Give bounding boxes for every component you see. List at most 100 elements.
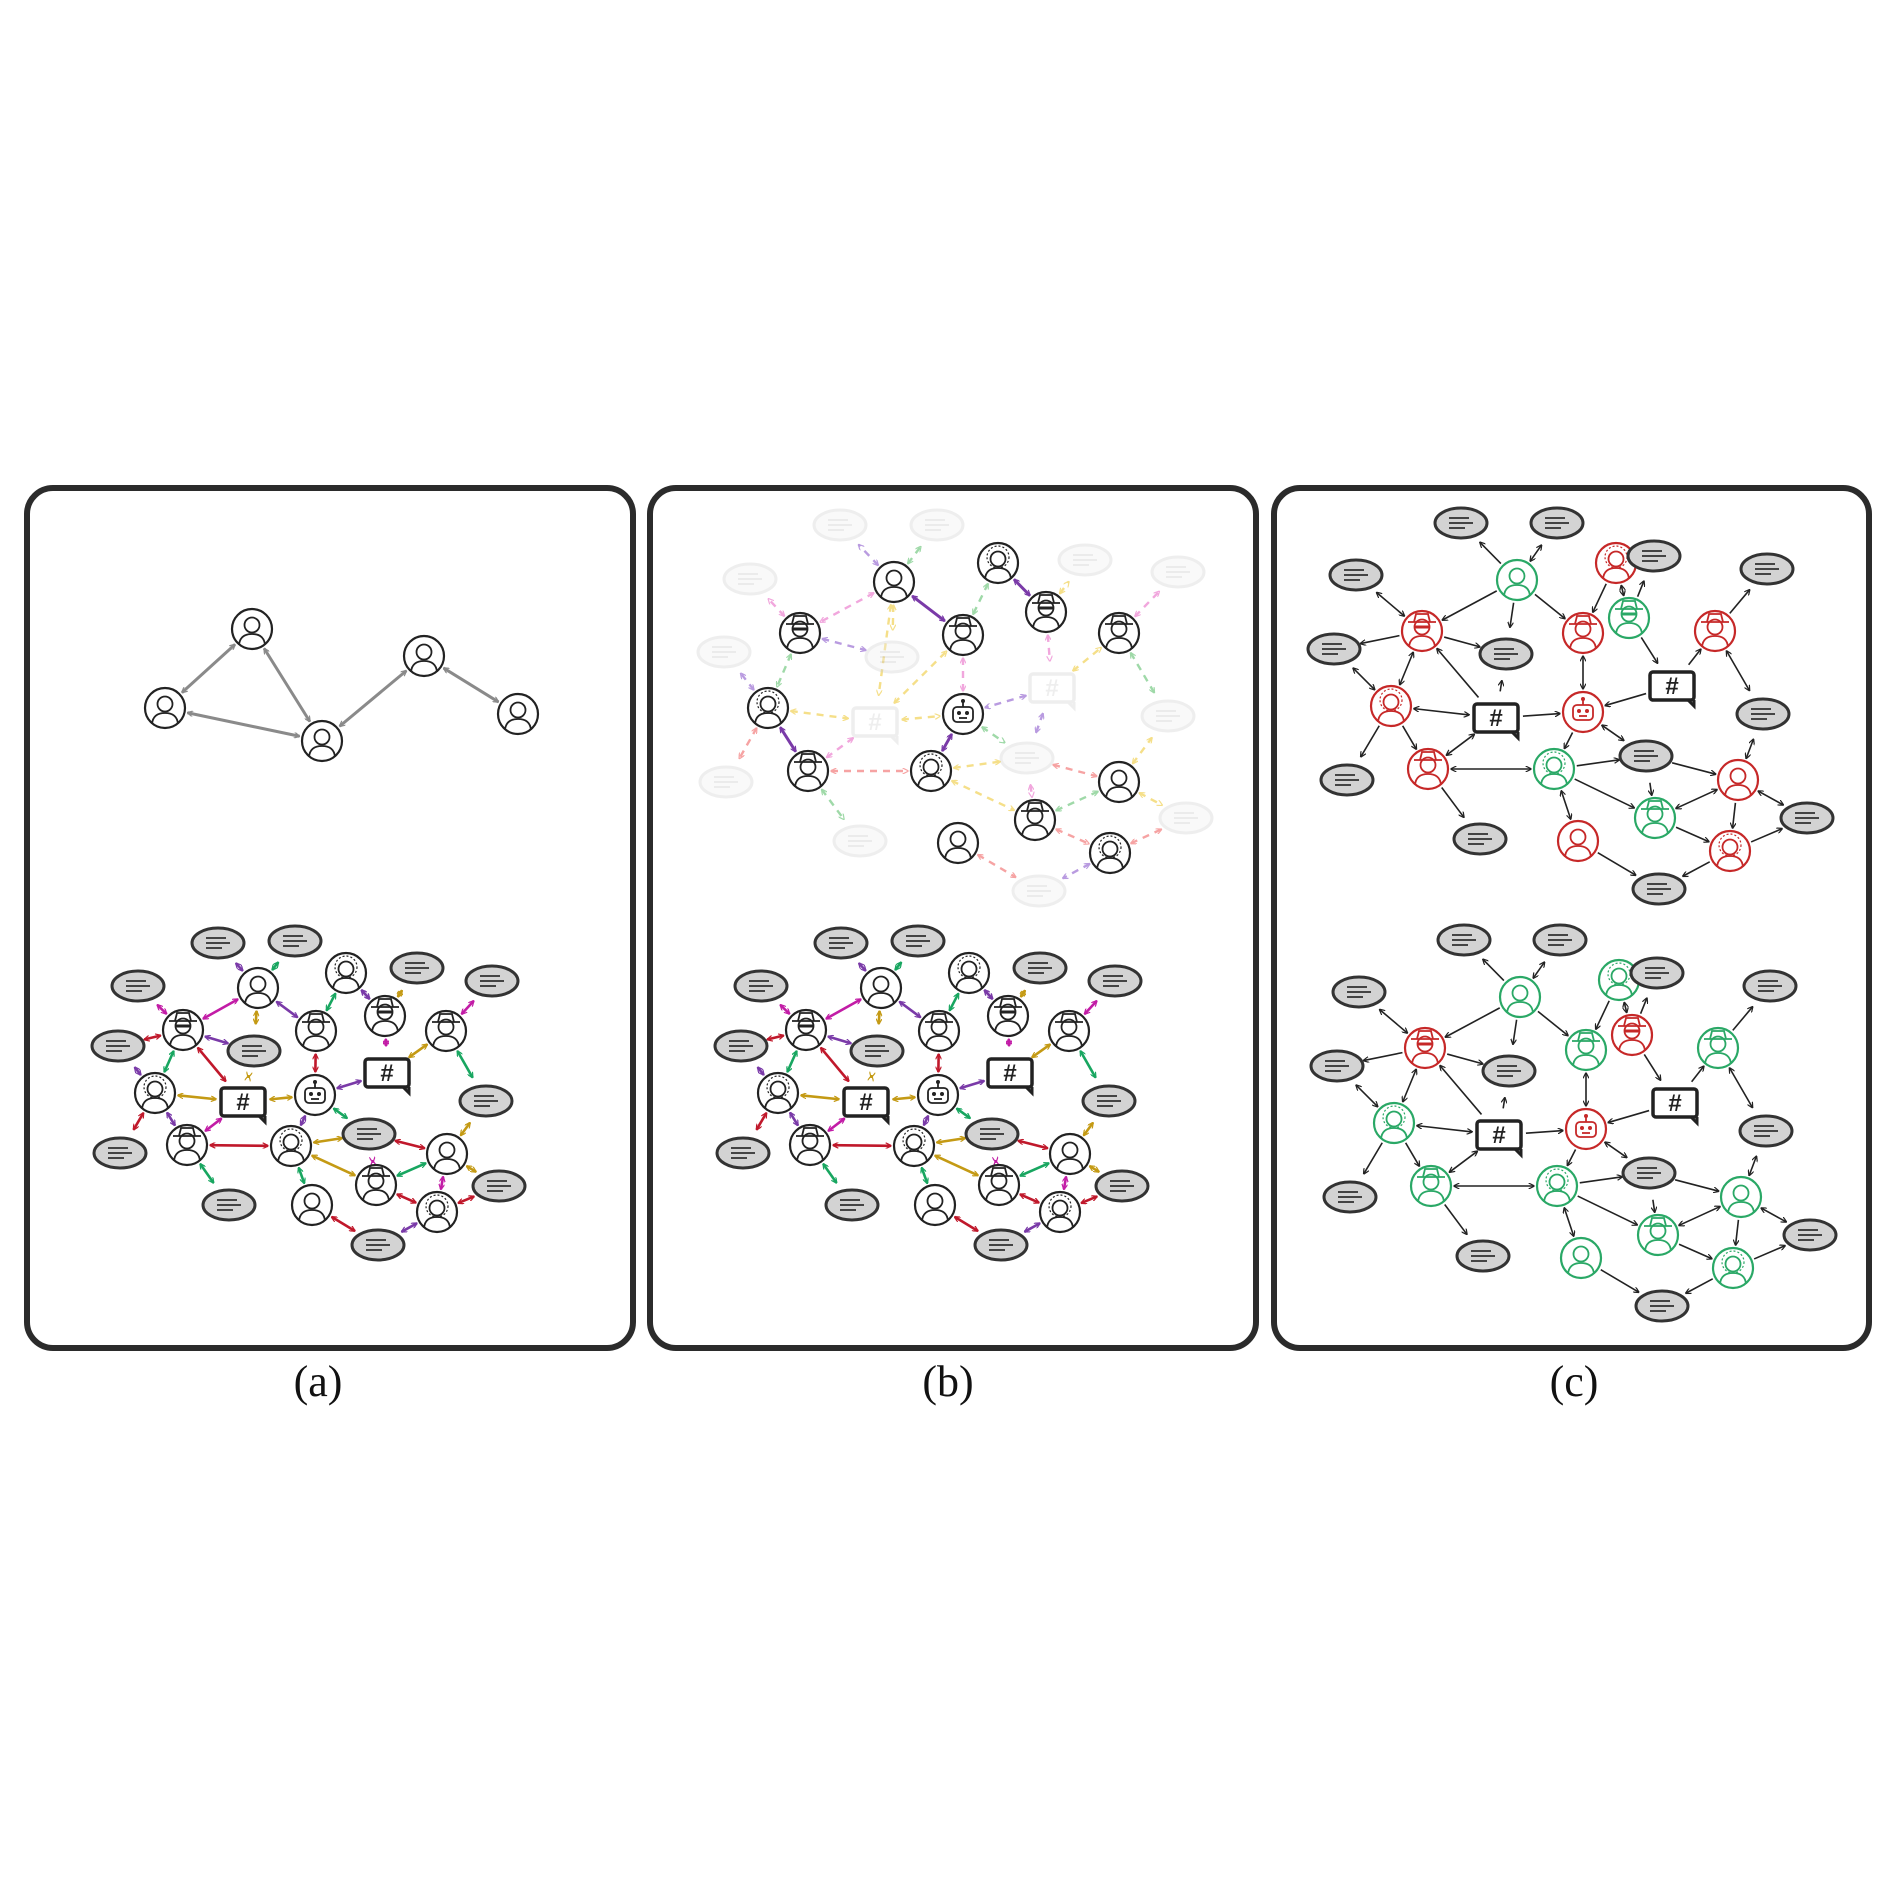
edge-arrow [1020, 1193, 1039, 1204]
edge-arrow [779, 727, 797, 751]
edge-arrow [1574, 778, 1635, 808]
edge-arrow [314, 1138, 343, 1142]
edge-arrow [163, 1051, 175, 1072]
user-icon [290, 1183, 334, 1227]
post-icon [1319, 763, 1375, 797]
post-icon [890, 924, 946, 958]
edge-arrow [1605, 692, 1647, 706]
edge-arrow [1403, 1069, 1416, 1101]
edge-arrow [402, 1222, 417, 1233]
edge-arrow [788, 1113, 800, 1126]
post-icon [1631, 872, 1687, 906]
post-icon [1436, 923, 1492, 957]
edge-arrow [398, 990, 402, 996]
post-icon [1306, 632, 1362, 666]
hat-user-icon [1696, 1026, 1740, 1070]
edge-arrow [1084, 1123, 1093, 1136]
edge-arrow [1533, 962, 1544, 978]
post-icon [964, 1117, 1020, 1151]
edge-arrow [397, 1193, 416, 1204]
post-icon [999, 741, 1055, 775]
edge-arrow [1510, 602, 1515, 628]
edge-arrow [132, 1113, 145, 1130]
edge-arrow [1133, 738, 1152, 764]
panel-c-frame [1271, 485, 1872, 1351]
edge-arrow [182, 644, 235, 692]
post-icon [90, 1029, 146, 1063]
post-icon [696, 635, 752, 669]
edge-arrow [165, 1113, 177, 1126]
post-icon [464, 964, 520, 998]
edge-arrow [1090, 1164, 1099, 1173]
svg-text:#: # [1489, 705, 1502, 732]
edge-arrow [1576, 760, 1619, 767]
edge-arrow [908, 547, 921, 564]
hat-user-icon [1564, 1028, 1608, 1072]
edge-arrow [1400, 652, 1413, 684]
edge-arrow [458, 1196, 474, 1203]
edge-arrow [1377, 592, 1405, 616]
edge-arrow [210, 1145, 268, 1146]
edge-arrow [361, 990, 369, 999]
edge-arrow [1048, 635, 1050, 661]
edge-arrow [325, 993, 337, 1010]
edge-arrow [198, 1048, 226, 1082]
post-icon [190, 926, 246, 960]
edge-arrow [1073, 648, 1101, 671]
edge-arrow [1449, 1151, 1477, 1172]
edge-arrow [1020, 1162, 1049, 1177]
edge-arrow [1021, 990, 1025, 996]
edge-arrow [1032, 1044, 1050, 1057]
edge-arrow [340, 671, 407, 727]
post-icon [1331, 975, 1387, 1009]
post-icon [1158, 801, 1214, 835]
edge-arrow [902, 716, 940, 719]
edge-arrow [1085, 1001, 1097, 1014]
edge-arrow [1363, 1051, 1403, 1061]
edge-arrow [1732, 1007, 1753, 1031]
edge-arrow [833, 1145, 891, 1146]
edge-arrow [1500, 681, 1502, 692]
curly-hair-user-icon [1088, 831, 1132, 875]
post-icon [1481, 1054, 1537, 1088]
edge-arrow [1131, 828, 1162, 845]
edge-arrow [462, 1001, 474, 1014]
spy-icon [784, 1008, 828, 1052]
edge-arrow [1443, 636, 1480, 647]
edge-arrow [1750, 829, 1782, 843]
user-icon [1716, 758, 1760, 802]
edge-arrow [178, 1095, 216, 1099]
hat-user-icon [788, 1123, 832, 1167]
post-icon [1455, 1239, 1511, 1273]
curly-hair-user-icon [1708, 829, 1752, 873]
hat-user-icon [1561, 611, 1605, 655]
curly-hair-user-icon [892, 1124, 936, 1168]
hashtag-icon: # [219, 1086, 267, 1126]
svg-text:#: # [1665, 673, 1678, 700]
edge-arrow [1653, 1199, 1655, 1213]
edge-arrow [395, 1141, 425, 1149]
hat-user-icon [1633, 796, 1677, 840]
edge-arrow [1446, 734, 1474, 755]
spy-icon [1403, 1026, 1447, 1070]
svg-text:#: # [868, 709, 881, 736]
edge-arrow [200, 1164, 213, 1183]
edge-arrow [1060, 582, 1069, 594]
edge-arrow [859, 963, 866, 971]
edge-arrow [1643, 1054, 1660, 1080]
hashtag-icon: # [986, 1057, 1034, 1097]
post-icon [813, 926, 869, 960]
edge-arrow [957, 1108, 970, 1118]
edge-arrow [826, 998, 861, 1020]
user-icon [496, 692, 540, 736]
edge-arrow [1690, 1066, 1704, 1083]
edge-arrow [1640, 637, 1657, 663]
edge-arrow [940, 734, 954, 751]
edge-arrow [456, 1051, 474, 1078]
robot-icon [941, 692, 985, 736]
hat-user-icon [424, 1009, 468, 1053]
edge-arrow [1733, 802, 1737, 828]
user-icon [872, 560, 916, 604]
edge-arrow [1139, 791, 1162, 807]
